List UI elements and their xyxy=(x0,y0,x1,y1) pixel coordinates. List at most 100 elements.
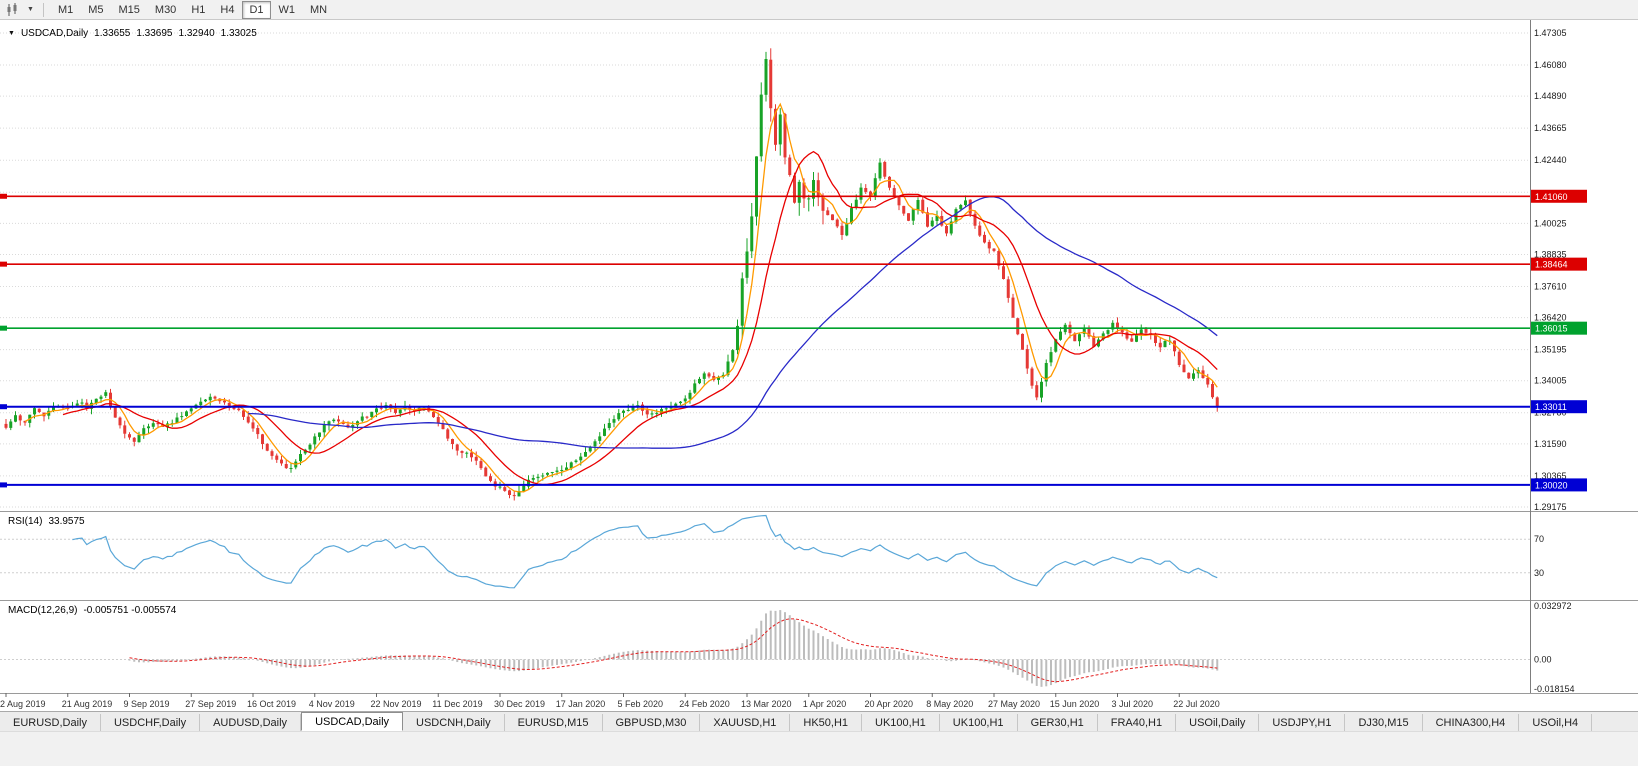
timeframe-button-m5[interactable]: M5 xyxy=(88,3,104,16)
tab-usdcad-daily[interactable]: USDCAD,Daily xyxy=(301,712,404,731)
tab-audusd-daily[interactable]: AUDUSD,Daily xyxy=(200,714,302,731)
timeframe-toolbar: ▼ M1 M5 M15 M30 H1 H4 D1 W1 MN xyxy=(0,0,1638,20)
svg-text:1.42440: 1.42440 xyxy=(1534,155,1567,165)
tab-china300-h4[interactable]: CHINA300,H4 xyxy=(1423,714,1520,731)
price-badge xyxy=(1531,321,1587,335)
chart-type-dropdown-caret[interactable]: ▼ xyxy=(27,6,34,13)
svg-text:22 Jul 2020: 22 Jul 2020 xyxy=(1173,699,1220,709)
price-badge xyxy=(1531,189,1587,203)
tab-xauusd-h1[interactable]: XAUUSD,H1 xyxy=(700,714,791,731)
candlestick-icon-glyph xyxy=(7,2,17,16)
tab-usdjpy-h1[interactable]: USDJPY,H1 xyxy=(1259,714,1346,731)
price-badge xyxy=(1531,478,1587,492)
tab-eurusd-m15[interactable]: EURUSD,M15 xyxy=(505,714,603,731)
timeframe-button-h4[interactable]: H4 xyxy=(220,3,235,16)
svg-text:1.36420: 1.36420 xyxy=(1534,313,1567,323)
svg-text:0.00: 0.00 xyxy=(1534,655,1552,665)
svg-text:16 Oct 2019: 16 Oct 2019 xyxy=(247,699,296,709)
tab-gbpusd-m30[interactable]: GBPUSD,M30 xyxy=(603,714,701,731)
svg-text:22 Nov 2019: 22 Nov 2019 xyxy=(371,699,422,709)
level-line-anchor[interactable] xyxy=(0,482,7,488)
price-badge xyxy=(1531,400,1587,414)
tab-usoil-daily[interactable]: USOil,Daily xyxy=(1176,714,1260,731)
svg-text:5 Feb 2020: 5 Feb 2020 xyxy=(618,699,664,709)
macd-label: MACD(12,26,9) xyxy=(8,605,78,616)
svg-text:0.032972: 0.032972 xyxy=(1534,601,1572,611)
date-axis: 2 Aug 2019 21 Aug 2019 9 Sep 2019 27 Sep 20… xyxy=(0,693,1220,709)
tab-dj30-m15[interactable]: DJ30,M15 xyxy=(1345,714,1423,731)
chart-type-icon[interactable] xyxy=(4,2,23,17)
svg-text:1.34005: 1.34005 xyxy=(1534,376,1567,386)
ohlc-close: 1.33025 xyxy=(220,28,257,39)
svg-text:1.46080: 1.46080 xyxy=(1534,60,1567,70)
macd-value: -0.005751 -0.005574 xyxy=(83,605,177,616)
tab-usdcnh-daily[interactable]: USDCNH,Daily xyxy=(403,714,505,731)
tab-usoil-h4[interactable]: USOil,H4 xyxy=(1519,714,1593,731)
svg-text:1 Apr 2020: 1 Apr 2020 xyxy=(803,699,847,709)
tab-ger30-h1[interactable]: GER30,H1 xyxy=(1018,714,1098,731)
timeframe-button-mn[interactable]: MN xyxy=(310,3,328,16)
svg-text:70: 70 xyxy=(1534,534,1544,544)
svg-text:9 Sep 2019: 9 Sep 2019 xyxy=(124,699,170,709)
timeframe-button-m1[interactable]: M1 xyxy=(57,3,74,16)
svg-text:8 May 2020: 8 May 2020 xyxy=(926,699,973,709)
chart-background xyxy=(0,20,1638,711)
svg-text:3 Jul 2020: 3 Jul 2020 xyxy=(1112,699,1154,709)
level-line-anchor[interactable] xyxy=(0,193,7,199)
timeframe-button-m30[interactable]: M30 xyxy=(154,3,177,16)
macd-histogram xyxy=(128,610,1219,687)
chart-area: 1.47305 1.46080 1.44890 1.43665 1.42440 1.400… xyxy=(0,20,1638,711)
tab-fra40-h1[interactable]: FRA40,H1 xyxy=(1098,714,1177,731)
rsi-title: RSI(14) 33.9575 xyxy=(8,516,85,527)
timeframe-button-m15[interactable]: M15 xyxy=(118,3,140,16)
macd-title: MACD(12,26,9) -0.005751 -0.005574 xyxy=(8,605,176,616)
timeframe-button-w1[interactable]: W1 xyxy=(278,3,296,16)
chart-canvas[interactable]: 1.47305 1.46080 1.44890 1.43665 1.42440 1.400… xyxy=(0,20,1638,711)
ohlc-open: 1.33655 xyxy=(94,28,131,39)
svg-text:1.40025: 1.40025 xyxy=(1534,218,1567,228)
price-gridlines xyxy=(0,32,1530,508)
svg-text:30 Dec 2019: 30 Dec 2019 xyxy=(494,699,545,709)
price-badge-label: 1.36015 xyxy=(1535,324,1568,334)
level-line-anchor[interactable] xyxy=(0,404,7,410)
price-badge-label: 1.30020 xyxy=(1535,480,1568,490)
timeframe-button-d1[interactable]: D1 xyxy=(242,0,271,19)
symbol-dropdown-caret[interactable]: ▼ xyxy=(8,30,15,37)
svg-text:1.29175: 1.29175 xyxy=(1534,502,1567,512)
level-line-anchor[interactable] xyxy=(0,325,7,331)
chart-tabs-bar: EURUSD,Daily USDCHF,Daily AUDUSD,Daily USDC… xyxy=(0,711,1638,731)
price-badge-label: 1.38464 xyxy=(1535,260,1568,270)
svg-text:-0.018154: -0.018154 xyxy=(1534,684,1575,694)
ma-line-5 xyxy=(24,102,1218,493)
svg-text:1.30365: 1.30365 xyxy=(1534,471,1567,481)
svg-text:21 Aug 2019: 21 Aug 2019 xyxy=(62,699,113,709)
ohlc-low: 1.32940 xyxy=(178,28,215,39)
timeframe-button-h1[interactable]: H1 xyxy=(191,3,206,16)
tab-uk100-h1[interactable]: UK100,H1 xyxy=(940,714,1018,731)
tab-uk100-h1[interactable]: UK100,H1 xyxy=(862,714,940,731)
svg-text:1.47305: 1.47305 xyxy=(1534,28,1567,38)
chart-symbol-period: USDCAD,Daily xyxy=(20,28,89,39)
price-badge xyxy=(1531,257,1587,271)
macd-signal-line xyxy=(129,618,1218,683)
price-badge-label: 1.33011 xyxy=(1535,402,1567,412)
price-badge-label: 1.41060 xyxy=(1535,192,1568,202)
rsi-line xyxy=(72,514,1218,589)
svg-text:30: 30 xyxy=(1534,568,1544,578)
tab-usdchf-daily[interactable]: USDCHF,Daily xyxy=(101,714,201,731)
tab-hk50-h1[interactable]: HK50,H1 xyxy=(790,714,863,731)
svg-text:11 Dec 2019: 11 Dec 2019 xyxy=(432,699,482,709)
svg-text:1.43665: 1.43665 xyxy=(1534,123,1567,133)
svg-text:20 Apr 2020: 20 Apr 2020 xyxy=(865,699,914,709)
svg-text:1.35195: 1.35195 xyxy=(1534,345,1567,355)
ma-line-13 xyxy=(62,150,1218,486)
ohlc-high: 1.33695 xyxy=(136,28,173,39)
svg-text:4 Nov 2019: 4 Nov 2019 xyxy=(309,699,355,709)
svg-text:27 Sep 2019: 27 Sep 2019 xyxy=(185,699,236,709)
level-line-anchor[interactable] xyxy=(0,261,7,267)
svg-text:1.31590: 1.31590 xyxy=(1534,439,1567,449)
tab-eurusd-daily[interactable]: EURUSD,Daily xyxy=(0,714,101,731)
svg-text:2 Aug 2019: 2 Aug 2019 xyxy=(0,699,46,709)
status-bar xyxy=(0,731,1638,766)
